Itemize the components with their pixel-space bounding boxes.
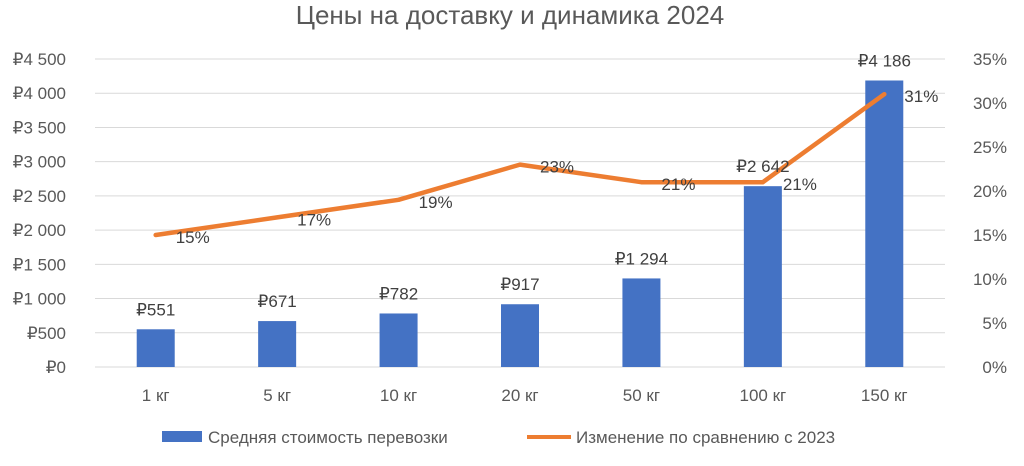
bar-data-labels: ₽551 ₽671 ₽782 ₽917 ₽1 294 ₽2 642 ₽4 186 [136,51,911,319]
line-data-labels: 15% 17% 19% 23% 21% 21% 31% [176,87,939,247]
right-tick-label: 10% [973,270,1007,289]
bar [379,313,418,367]
right-tick-label: 25% [973,138,1007,157]
right-tick-label: 30% [973,94,1007,113]
bar [258,321,297,367]
line-data-label: 31% [904,87,938,106]
bar [743,186,782,367]
bar-data-label: ₽4 186 [858,51,911,70]
right-axis-ticks: 0% 5% 10% 15% 20% 25% 30% 35% [973,50,1007,377]
legend-label-bar: Средняя стоимость перевозки [208,428,448,447]
gridlines [95,58,945,368]
x-axis-ticks: 1 кг 5 кг 10 кг 20 кг 50 кг 100 кг 150 кг [142,386,908,405]
left-axis-ticks: ₽0 ₽500 ₽1 000 ₽1 500 ₽2 000 ₽2 500 ₽3 000 ₽3 5… [13,50,66,377]
bar-data-label: ₽1 294 [615,249,668,268]
left-tick-label: ₽3 000 [13,153,66,172]
bar-data-label: ₽917 [500,275,539,294]
left-tick-label: ₽1 500 [13,255,66,274]
bar [865,80,904,368]
right-tick-label: 15% [973,226,1007,245]
left-tick-label: ₽0 [46,358,66,377]
left-tick-label: ₽3 500 [13,118,66,137]
line-point [396,197,401,202]
right-tick-label: 5% [982,314,1007,333]
line-point [518,162,522,167]
legend-label-line: Изменение по сравнению с 2023 [576,428,835,447]
left-tick-label: ₽500 [27,324,66,343]
line-point [882,92,887,97]
bar-data-label: ₽551 [136,300,175,319]
legend: Средняя стоимость перевозки Изменение по… [162,428,835,447]
line-data-label: 17% [297,210,331,229]
right-tick-label: 20% [973,182,1007,201]
line-data-label: 21% [783,175,817,194]
x-tick-label: 100 кг [739,386,786,405]
x-tick-label: 20 кг [501,386,538,405]
bar-series [136,80,904,368]
line-point [760,180,765,185]
right-tick-label: 0% [982,358,1007,377]
left-tick-label: ₽2 500 [13,187,66,206]
left-tick-label: ₽4 000 [13,84,66,103]
line-data-label: 15% [176,228,210,247]
left-tick-label: ₽1 000 [13,290,66,309]
bar [501,304,539,367]
line-data-label: 21% [661,175,695,194]
chart-title: Цены на доставку и динамика 2024 [296,0,725,30]
x-tick-label: 150 кг [861,386,908,405]
x-tick-label: 10 кг [380,386,417,405]
left-tick-label: ₽4 500 [13,50,66,69]
bar-data-label: ₽671 [258,292,297,311]
bar [136,329,175,367]
x-tick-label: 50 кг [623,386,660,405]
left-tick-label: ₽2 000 [13,221,66,240]
line-data-label: 19% [419,193,453,212]
line-point [639,180,644,185]
line-data-label: 23% [540,158,574,177]
legend-swatch-bar [162,431,202,442]
bar-data-label: ₽782 [379,284,418,303]
bar [622,278,661,367]
x-tick-label: 1 кг [142,386,170,405]
x-tick-label: 5 кг [263,386,291,405]
right-tick-label: 35% [973,50,1007,69]
line-series [153,91,887,238]
line-point [275,215,280,220]
bar-data-label: ₽2 642 [736,157,789,176]
line-point [153,233,158,237]
